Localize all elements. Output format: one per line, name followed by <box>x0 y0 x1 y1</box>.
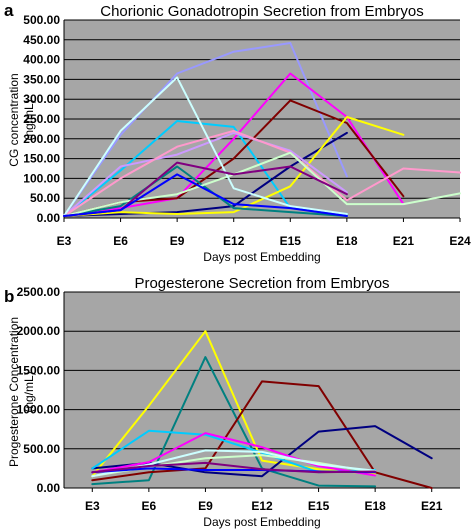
x-tick-label: E18 <box>336 234 358 248</box>
chart-title: Progesterone Secretion from Embryos <box>134 275 389 292</box>
series-line-10 <box>63 151 461 217</box>
y-tick-label: 350.00 <box>23 72 60 86</box>
y-tick-label: 250.00 <box>23 112 60 126</box>
x-tick-label: E3 <box>57 234 72 248</box>
series-line-10 <box>91 461 377 474</box>
y-tick-label: 2000.00 <box>17 324 61 338</box>
y-tick-label: 1000.00 <box>17 403 61 417</box>
x-tick-label: E12 <box>251 499 273 513</box>
x-axis-label: Days post Embedding <box>203 515 320 529</box>
series-line-6 <box>91 432 377 477</box>
x-tick-label: E18 <box>364 499 386 513</box>
y-tick-label: 500.00 <box>23 13 60 27</box>
y-tick-label: 450.00 <box>23 33 60 47</box>
y-axis-label-line: Progesterone Concentration <box>7 317 21 467</box>
series-line-7 <box>63 165 348 217</box>
series-line-1 <box>91 330 377 478</box>
y-axis-label: Progesterone Concentration(ng/mL) <box>7 317 36 467</box>
x-tick-label: E21 <box>393 234 415 248</box>
y-tick-label: 1500.00 <box>17 363 61 377</box>
x-tick-label: E9 <box>170 234 185 248</box>
x-tick-label: E6 <box>113 234 128 248</box>
chart-a: a Chorionic Gonadotropin Secretion from E… <box>4 1 471 264</box>
y-tick-label: 400.00 <box>23 53 60 67</box>
y-axis-label-line: CG concentration <box>7 73 21 166</box>
chart-b: b Progesterone Secretion from Embryos 0.00… <box>4 275 460 529</box>
y-tick-label: 200.00 <box>23 132 60 146</box>
x-tick-label: E3 <box>85 499 100 513</box>
x-tick-label: E21 <box>421 499 443 513</box>
y-axis-label-line: (ng/mL) <box>22 99 36 140</box>
x-tick-label: E12 <box>223 234 245 248</box>
y-tick-label: 150.00 <box>23 152 60 166</box>
x-tick-label: E6 <box>142 499 157 513</box>
y-tick-label: 0.00 <box>37 211 61 225</box>
series-line-11 <box>63 76 348 217</box>
y-tick-label: 2500.00 <box>17 285 61 299</box>
y-tick-label: 100.00 <box>23 171 60 185</box>
y-tick-label: 0.00 <box>37 481 61 495</box>
y-tick-label: 50.00 <box>30 191 60 205</box>
panel-letter: b <box>4 287 14 306</box>
series-line-13 <box>63 173 348 217</box>
x-tick-label: E15 <box>280 234 302 248</box>
y-tick-label: 500.00 <box>23 442 60 456</box>
x-axis-label: Days post Embedding <box>203 250 320 264</box>
series-line-6 <box>63 116 405 217</box>
series-line-9 <box>63 129 461 217</box>
x-tick-label: E9 <box>198 499 213 513</box>
series-line-2 <box>91 356 377 488</box>
series-line-1 <box>63 42 348 217</box>
chart-title: Chorionic Gonadotropin Secretion from Em… <box>100 3 423 20</box>
series-line-8 <box>63 131 348 217</box>
y-tick-label: 300.00 <box>23 92 60 106</box>
x-tick-label: E24 <box>449 234 471 248</box>
x-tick-label: E15 <box>308 499 330 513</box>
panel-letter: a <box>4 1 14 20</box>
y-axis-label: CG concentration(ng/mL) <box>7 73 36 166</box>
y-axis-label-line: (ng/mL) <box>22 371 36 412</box>
